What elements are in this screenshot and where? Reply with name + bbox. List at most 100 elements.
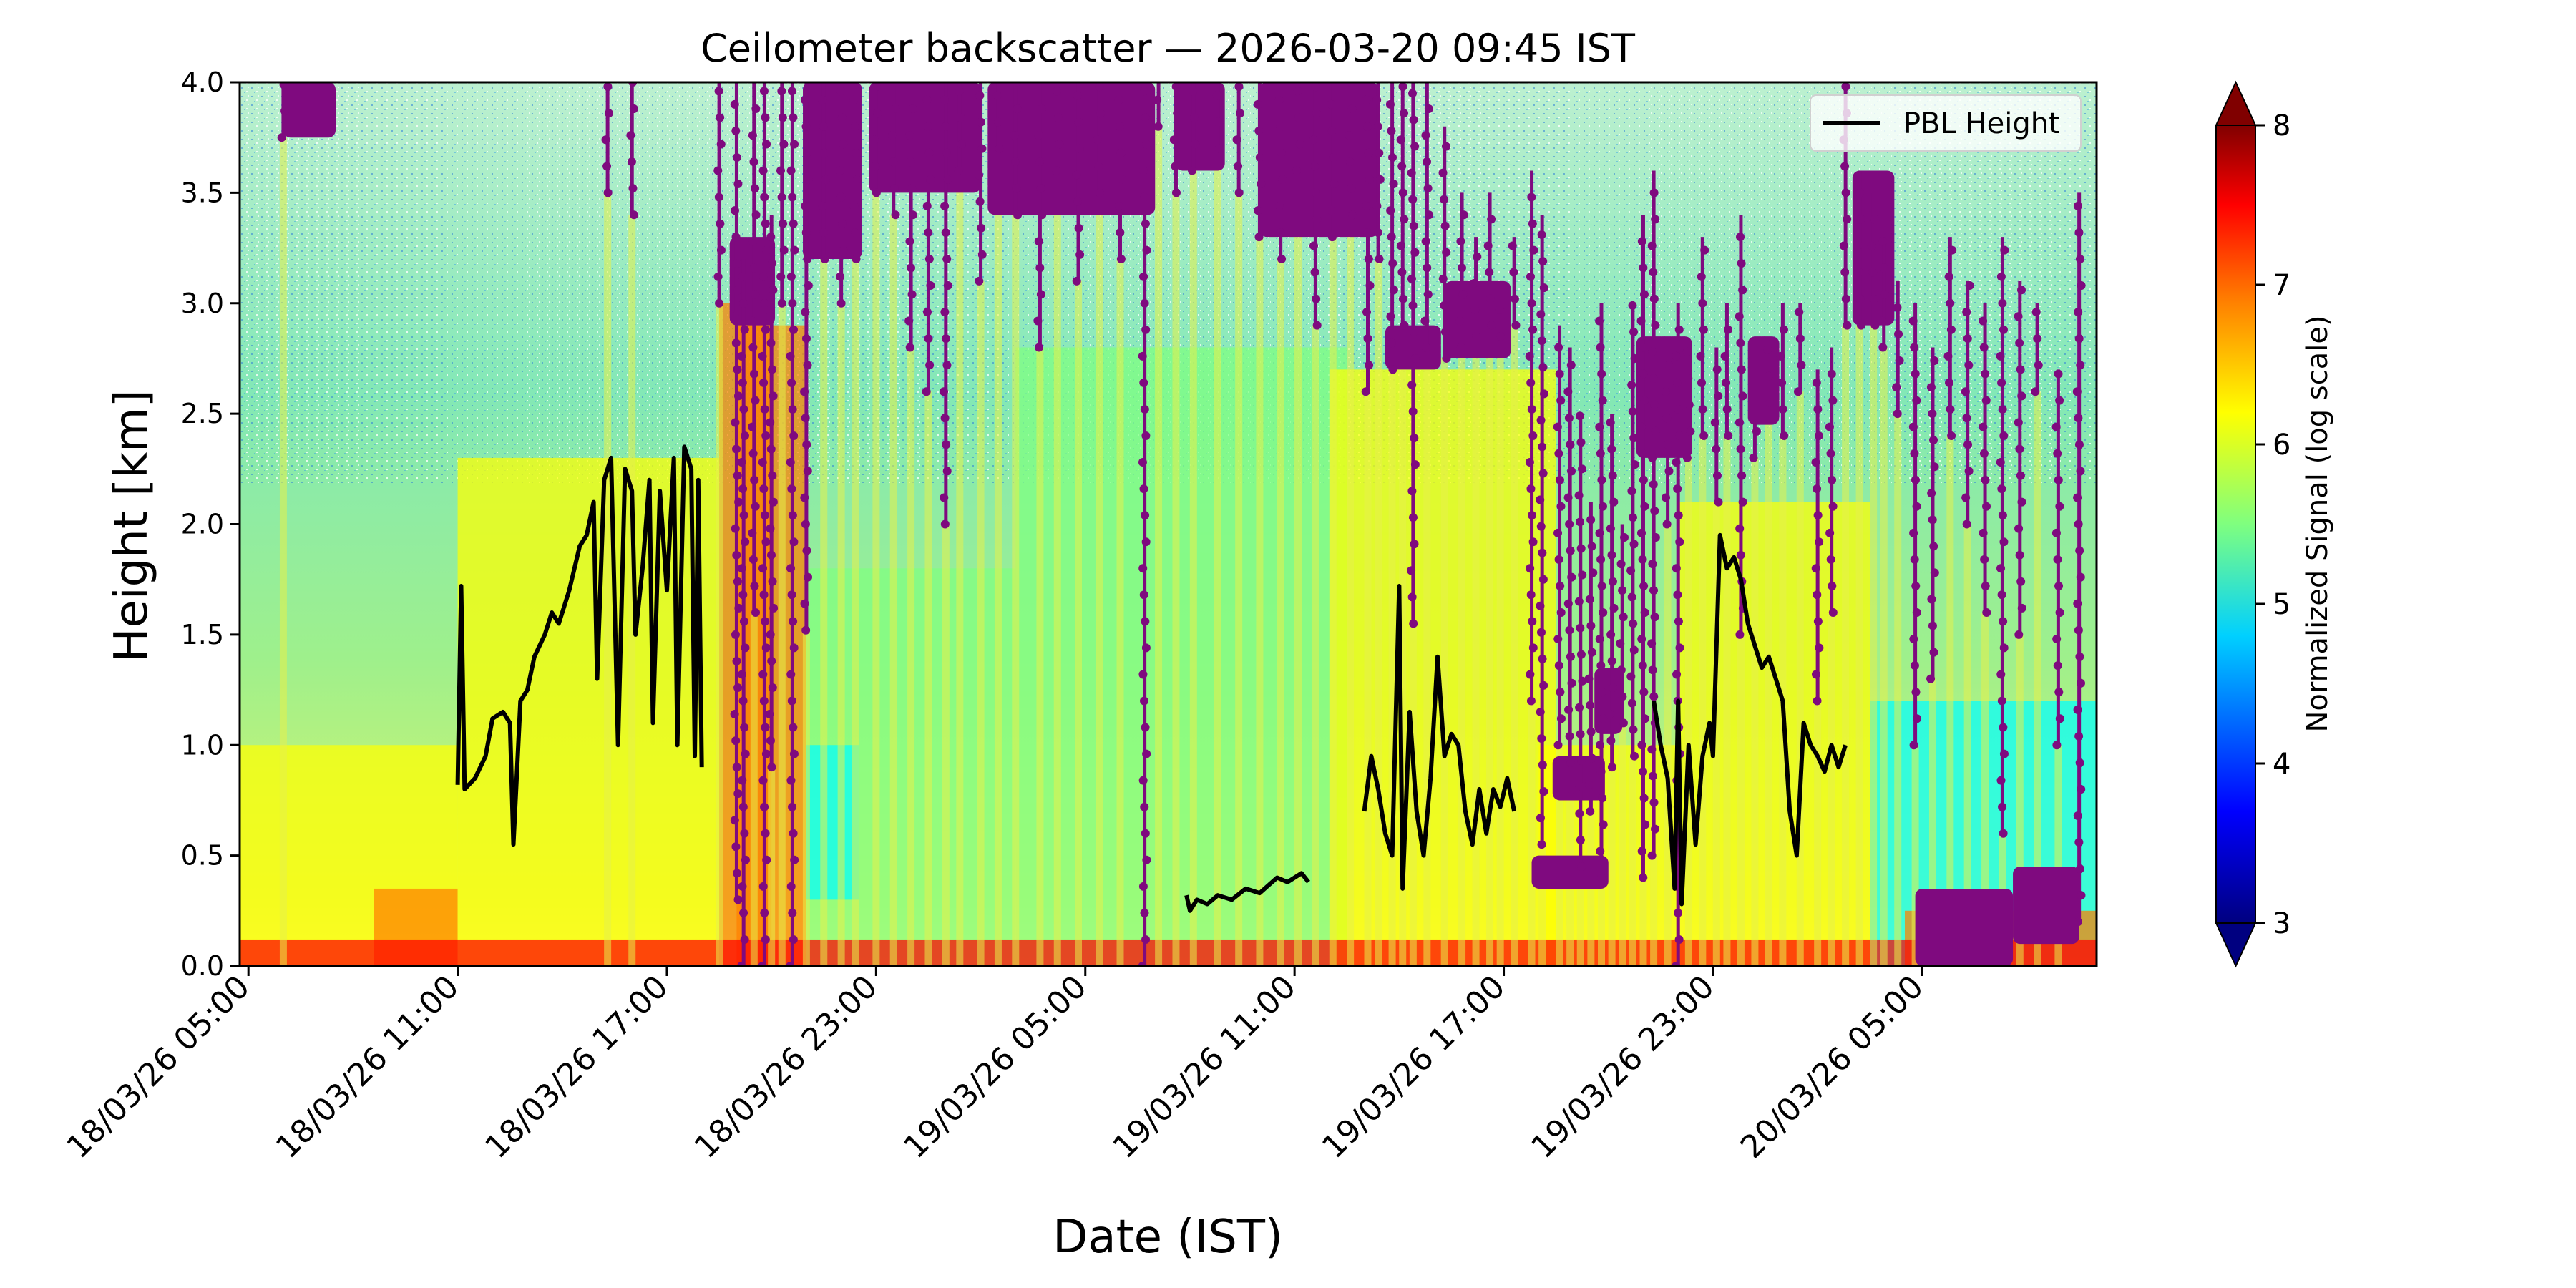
cloud-base-point bbox=[1930, 568, 1939, 577]
cloud-base-point bbox=[626, 131, 635, 140]
colorbar-label: Normalized Signal (log scale) bbox=[2301, 315, 2334, 732]
cloud-base-point bbox=[801, 625, 811, 635]
cloud-base-point bbox=[779, 140, 789, 149]
signal-streak bbox=[1870, 325, 1878, 966]
cloud-base-point bbox=[1495, 306, 1504, 315]
cloud-base-point bbox=[1674, 617, 1683, 626]
cloud-base-point bbox=[1407, 592, 1417, 602]
signal-streak bbox=[1765, 402, 1772, 966]
cloud-base-point bbox=[1409, 221, 1418, 230]
signal-streak bbox=[1399, 325, 1407, 966]
cloud-base-point bbox=[1425, 210, 1434, 220]
cloud-base-point bbox=[873, 109, 882, 118]
cloud-base-point bbox=[1254, 126, 1264, 135]
cloud-base-point bbox=[1778, 404, 1787, 414]
signal-streak bbox=[1608, 767, 1616, 966]
signal-streak bbox=[1096, 192, 1103, 966]
cloud-base-point bbox=[789, 113, 798, 122]
signal-streak bbox=[1116, 259, 1124, 966]
cloud-base-point bbox=[1963, 334, 1972, 343]
cloud-base-point bbox=[731, 418, 740, 427]
x-axis: 18/03/26 05:00 18/03/26 11:00 18/03/26 17:… bbox=[60, 966, 1931, 1166]
cloud-base-point bbox=[761, 723, 770, 732]
cloud-base-point bbox=[1649, 188, 1659, 197]
signal-streak bbox=[2054, 745, 2062, 966]
cloud-base-point bbox=[2014, 630, 2024, 639]
cloud-base-point bbox=[1606, 736, 1616, 746]
cloud-base-point bbox=[2034, 361, 2043, 370]
cloud-base-point bbox=[738, 882, 747, 891]
cloud-base-point bbox=[2073, 493, 2082, 502]
cloud-base-point bbox=[905, 131, 914, 140]
cloud-base-point bbox=[1855, 188, 1865, 197]
cloud-base-point bbox=[1639, 369, 1648, 379]
cloud-base-point bbox=[1738, 391, 1747, 401]
cloud-base-point bbox=[1736, 550, 1745, 560]
cloud-base-point bbox=[804, 175, 813, 184]
cloud-base-point bbox=[1596, 873, 1606, 882]
cloud-base-point bbox=[1868, 268, 1878, 277]
cloud-base-point bbox=[766, 418, 775, 427]
cloud-base-point bbox=[2017, 391, 2026, 401]
cloud-base-point bbox=[761, 431, 771, 440]
signal-region bbox=[806, 745, 859, 900]
cloud-base-point bbox=[801, 228, 811, 237]
cloud-base-point bbox=[1629, 434, 1639, 443]
cloud-base-point bbox=[1929, 542, 1938, 551]
cloud-base-point bbox=[1722, 378, 1731, 387]
cloud-base-point bbox=[789, 431, 799, 440]
cloud-base-point bbox=[1441, 142, 1450, 151]
cloud-base-point bbox=[975, 276, 984, 286]
cloud-base-point bbox=[922, 387, 931, 396]
signal-streak bbox=[1294, 170, 1302, 966]
cloud-base-point bbox=[1606, 630, 1616, 639]
cloud-base-point bbox=[2015, 444, 2024, 454]
cloud-base-point bbox=[1825, 528, 1835, 537]
cloud-base-point bbox=[800, 387, 809, 396]
cloud-base-point bbox=[1566, 440, 1575, 449]
cloud-base-point bbox=[739, 298, 748, 308]
cloud-base-point bbox=[761, 829, 770, 838]
cloud-base-point bbox=[751, 210, 761, 220]
cloud-base-point bbox=[1188, 166, 1197, 175]
cloud-base-point bbox=[1877, 316, 1886, 326]
cloud-base-point bbox=[1010, 157, 1020, 167]
cloud-base-point bbox=[2074, 308, 2083, 317]
cloud-base-point bbox=[1911, 475, 1920, 484]
cloud-base-point bbox=[1410, 434, 1419, 443]
colorbar-tick-label: 7 bbox=[2273, 269, 2290, 302]
cloud-base-point bbox=[1595, 528, 1604, 537]
cloud-base-point bbox=[738, 670, 747, 679]
cloud-base-point bbox=[789, 935, 798, 944]
cloud-base-point bbox=[1843, 321, 1852, 330]
cloud-base-point bbox=[731, 233, 741, 242]
cloud-base-point bbox=[1979, 422, 1988, 431]
cloud-base-point bbox=[1010, 131, 1019, 140]
cloud-base-point bbox=[738, 378, 747, 387]
cloud-base-point bbox=[836, 298, 846, 308]
cloud-base-point bbox=[1473, 252, 1482, 261]
cloud-base-point bbox=[1735, 418, 1744, 427]
cloud-base-point bbox=[1567, 785, 1576, 794]
cloud-base-point bbox=[1637, 741, 1646, 750]
signal-streak bbox=[924, 391, 932, 966]
cloud-base-point bbox=[1639, 290, 1649, 299]
cloud-base-point bbox=[2072, 387, 2082, 396]
cloud-base-point bbox=[941, 228, 950, 237]
cloud-base-point bbox=[1672, 564, 1681, 573]
cloud-base-point bbox=[1607, 444, 1616, 454]
signal-streak bbox=[1486, 325, 1494, 966]
cloud-base-point bbox=[768, 471, 777, 480]
cloud-base-point bbox=[1074, 223, 1083, 233]
cloud-base-point bbox=[1278, 175, 1287, 184]
cloud-base-point bbox=[1236, 109, 1245, 118]
signal-streak bbox=[1684, 457, 1692, 966]
cloud-base-point bbox=[759, 378, 769, 387]
cloud-base-point bbox=[1828, 581, 1837, 590]
cloud-base-point bbox=[1962, 308, 1971, 317]
cloud-base-point bbox=[1926, 383, 1936, 392]
cloud-base-point bbox=[759, 484, 769, 494]
cloud-base-point bbox=[789, 219, 798, 228]
cloud-base-point bbox=[1627, 380, 1636, 389]
cloud-base-point bbox=[1878, 237, 1888, 246]
